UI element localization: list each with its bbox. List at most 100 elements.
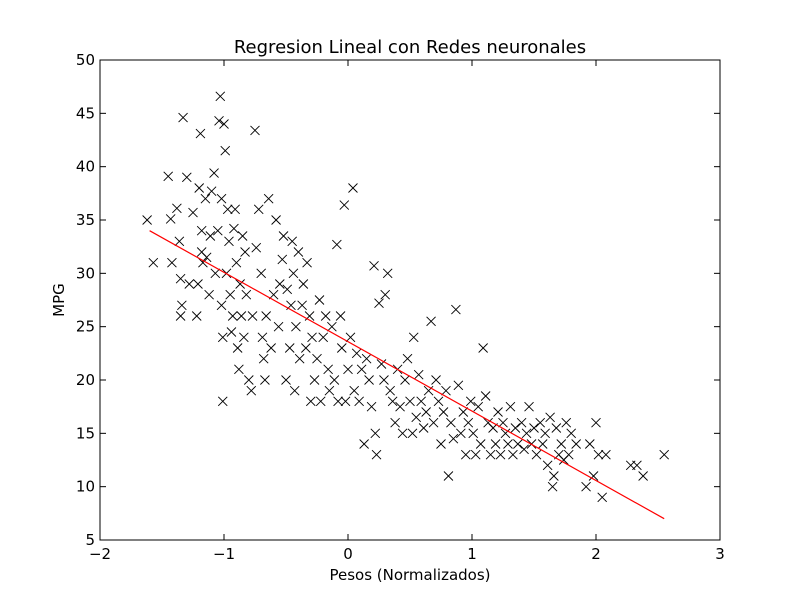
data-point [549,471,559,481]
y-axis-label: MPG [50,283,68,317]
data-point [584,439,595,449]
x-axis-label: Pesos (Normalizados) [329,566,490,584]
data-point [659,449,670,460]
data-point [301,343,311,353]
data-point [421,407,431,417]
data-point [510,423,521,433]
data-point [456,428,466,439]
data-point [597,492,608,503]
data-point [198,257,208,268]
data-point [545,412,555,423]
data-point [312,353,322,364]
regression-line [149,230,665,520]
data-point [204,289,214,300]
data-point [282,284,293,295]
data-point [547,481,558,492]
x-tick-label: 3 [715,545,725,563]
data-point [411,412,422,423]
x-tick-label: −1 [213,545,235,563]
data-point [212,225,223,236]
data-point [225,289,236,300]
data-point [478,343,488,353]
data-point [351,348,362,359]
data-point [305,396,316,407]
data-point [188,207,198,218]
data-point [320,311,331,321]
data-point [340,396,351,407]
data-point [266,343,276,353]
data-point [241,289,252,300]
data-point [537,439,548,449]
data-point [519,444,529,455]
data-point [224,236,234,247]
data-point [402,353,413,364]
data-point [542,460,553,471]
data-point [390,417,400,428]
data-point [175,273,186,284]
data-point [348,183,358,193]
data-point [473,401,484,412]
plot-area [142,91,670,520]
data-point [235,279,245,289]
data-point [426,316,436,327]
data-point [309,375,320,385]
data-point [250,125,260,136]
data-point [215,91,226,102]
data-point [293,247,304,257]
y-tick-label: 30 [76,264,95,282]
data-point [323,364,333,375]
data-point [508,449,518,460]
data-point [298,279,309,289]
data-point [495,449,506,460]
data-point [200,193,211,204]
data-point [436,439,446,449]
data-point [453,380,464,391]
data-point [163,171,174,182]
data-point [524,401,534,412]
data-point [354,396,364,407]
data-point [361,353,372,364]
data-point [256,268,267,279]
data-point [302,257,312,268]
data-point [593,449,604,460]
data-point [253,204,264,215]
data-point [369,261,379,271]
data-point [380,289,391,300]
data-point [485,449,496,460]
data-point [324,385,335,396]
data-point [591,417,601,428]
data-point [222,204,233,215]
data-point [174,236,185,247]
x-tick-label: 2 [591,545,601,563]
data-point [408,332,419,343]
data-point [470,449,481,460]
data-point [521,428,532,439]
data-point [236,311,247,321]
data-point [505,401,516,412]
y-tick-label: 45 [76,104,95,122]
data-point [563,449,574,460]
data-point [503,439,513,449]
data-point [219,119,229,129]
data-point [327,321,337,332]
data-point [287,236,298,247]
data-point [335,311,346,321]
data-point [148,257,159,268]
data-point [364,375,374,385]
data-point [423,385,434,396]
data-point [443,471,454,481]
data-point [247,311,258,321]
data-point [438,407,449,417]
data-point [493,407,503,417]
x-tick-label: 1 [467,545,477,563]
data-point [177,300,187,311]
data-point [468,428,479,439]
x-axis: −2 −1 0 1 2 3 [89,60,725,563]
data-point [191,311,202,321]
x-tick-label: 0 [343,545,353,563]
data-point [294,353,305,364]
data-point [297,300,307,311]
y-tick-label: 35 [76,211,95,229]
data-point [387,396,398,407]
